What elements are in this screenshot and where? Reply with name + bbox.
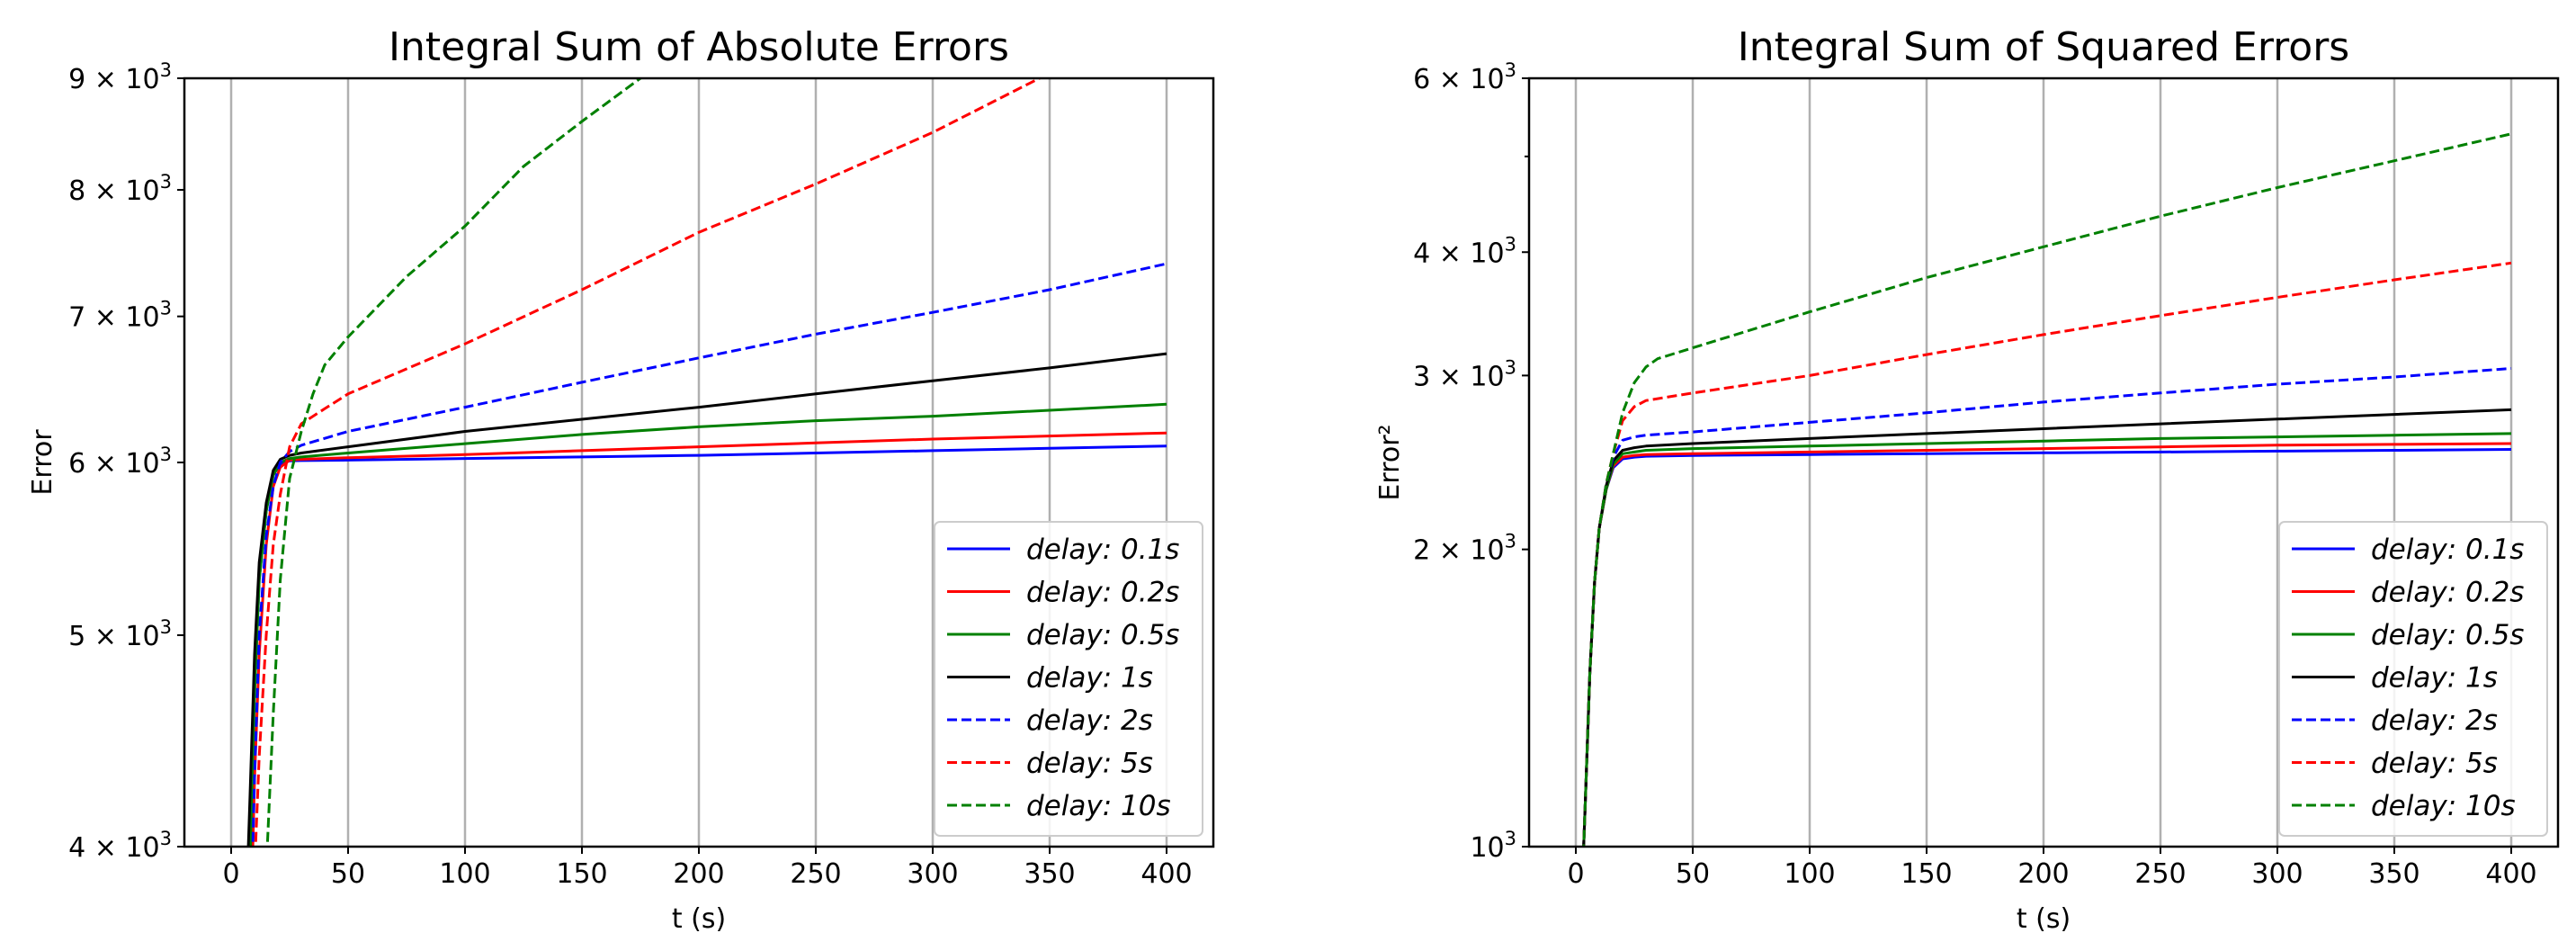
x-tick-label: 50 — [1676, 858, 1710, 890]
y-tick-label: 103 — [1470, 828, 1516, 864]
x-tick-label: 400 — [1140, 858, 1192, 890]
series-line — [251, 262, 1167, 847]
x-tick-label: 250 — [2134, 858, 2186, 890]
chart-title: Integral Sum of Squared Errors — [1738, 24, 2349, 70]
x-tick-label: 100 — [1784, 858, 1835, 890]
legend-entry-label: delay: 0.1s — [1026, 534, 1179, 566]
y-tick-label: 8 × 103 — [68, 171, 172, 207]
legend: delay: 0.1s delay: 0.2s delay: 0.5s delay: … — [934, 521, 1203, 837]
y-tick-label: 4 × 103 — [68, 828, 172, 864]
x-tick-label: 0 — [222, 858, 239, 890]
legend-entry-label: delay: 10s — [2371, 790, 2516, 822]
legend-entry-label: delay: 1s — [2371, 662, 2498, 695]
y-tick-label: 6 × 103 — [68, 444, 172, 480]
legend-entry-label: delay: 5s — [1026, 748, 1153, 780]
y-tick-label: 6 × 103 — [1413, 59, 1516, 95]
series-line — [1582, 261, 2512, 847]
legend-entry-label: delay: 0.5s — [1026, 619, 1179, 651]
legend-entry-label: delay: 0.2s — [1026, 577, 1179, 609]
x-tick-label: 50 — [331, 858, 365, 890]
legend-entry-label: delay: 1s — [1026, 662, 1153, 695]
x-tick-label: 300 — [907, 858, 958, 890]
series-line — [1582, 367, 2512, 847]
legend-entry-label: delay: 0.1s — [2371, 534, 2524, 566]
legend-entry-label: delay: 5s — [2371, 748, 2498, 780]
x-axis-label: t (s) — [672, 903, 726, 935]
chart-title: Integral Sum of Absolute Errors — [389, 24, 1009, 70]
chart-absolute-errors: Integral Sum of Absolute Errors 0 50 100 15… — [27, 24, 1215, 935]
y-tick-label: 9 × 103 — [68, 59, 172, 95]
x-axis-label: t (s) — [2017, 903, 2071, 935]
x-tick-label: 250 — [790, 858, 841, 890]
x-tick-label: 350 — [1024, 858, 1075, 890]
y-tick-label: 4 × 103 — [1413, 233, 1516, 269]
series-line — [1582, 132, 2512, 847]
series-line — [251, 431, 1167, 847]
legend-entry-label: delay: 10s — [1026, 790, 1171, 822]
legend-box — [934, 521, 1203, 837]
chart-squared-errors: Integral Sum of Squared Errors 0 50 100 150… — [1374, 24, 2560, 935]
x-tick-label: 200 — [673, 858, 724, 890]
legend-entry-label: delay: 2s — [2371, 704, 2498, 737]
series-line — [1582, 408, 2512, 847]
x-tick-label: 300 — [2251, 858, 2303, 890]
legend-entry-label: delay: 2s — [1026, 704, 1153, 737]
x-tick-label: 150 — [556, 858, 607, 890]
x-tick-label: 400 — [2485, 858, 2536, 890]
x-tick-label: 0 — [1567, 858, 1584, 890]
legend-entry-label: delay: 0.5s — [2371, 619, 2524, 651]
x-tick-label: 150 — [1901, 858, 1952, 890]
x-tick-label: 200 — [2017, 858, 2069, 890]
y-tick-label: 3 × 103 — [1413, 356, 1516, 392]
y-axis-label: Error² — [1374, 424, 1406, 500]
y-tick-label: 2 × 103 — [1413, 531, 1516, 567]
legend-entry-label: delay: 0.2s — [2371, 577, 2524, 609]
legend: delay: 0.1s delay: 0.2s delay: 0.5s delay: … — [2278, 521, 2548, 837]
legend-box — [2278, 521, 2548, 837]
series-line — [265, 78, 645, 847]
y-axis-label: Error — [27, 429, 58, 496]
series-line — [246, 352, 1167, 847]
x-tick-label: 350 — [2368, 858, 2419, 890]
y-tick-label: 7 × 103 — [68, 298, 172, 334]
x-tick-label: 100 — [439, 858, 490, 890]
y-tick-label: 5 × 103 — [68, 616, 172, 652]
series-line — [254, 78, 1042, 847]
